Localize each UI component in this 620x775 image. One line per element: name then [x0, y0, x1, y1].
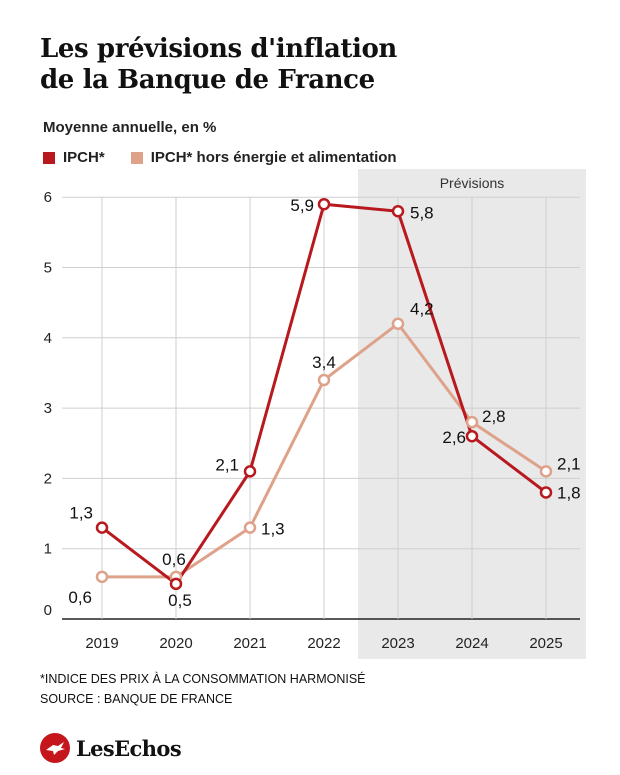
data-point-ipch-core	[95, 570, 109, 584]
legend: IPCH* IPCH* hors énergie et alimentation	[43, 149, 423, 166]
data-label-ipch-core: 2,8	[482, 407, 506, 426]
data-label-ipch: 5,8	[410, 203, 434, 222]
y-tick-label: 5	[44, 260, 52, 277]
y-tick-label: 2	[44, 470, 52, 487]
chart-title-line-2: de la Banque de France	[40, 65, 375, 95]
footnote-definition: *INDICE DES PRIX À LA CONSOMMATION HARMO…	[40, 672, 366, 686]
data-label-ipch: 0,5	[168, 591, 192, 610]
data-label-ipch: 2,1	[215, 455, 239, 474]
x-tick-label: 2023	[381, 635, 414, 652]
data-label-ipch: 2,6	[442, 428, 466, 447]
x-tick-label: 2020	[159, 635, 192, 652]
data-label-ipch-core: 0,6	[68, 588, 92, 607]
y-tick-label: 4	[44, 330, 52, 347]
data-point-ipch	[317, 197, 331, 211]
line-chart: Prévisions 0 1 2 3 4 5 6 2019 2020 2021 2022 2023 202…	[44, 169, 586, 659]
y-tick-label: 3	[44, 400, 52, 417]
x-tick-label: 2019	[85, 635, 118, 652]
data-label-ipch: 1,3	[69, 504, 93, 523]
legend-item-ipch: IPCH*	[43, 149, 105, 166]
footnote: *INDICE DES PRIX À LA CONSOMMATION HARMO…	[40, 669, 366, 709]
chart-title-line-1: Les prévisions d'inflation	[40, 34, 397, 64]
data-label-ipch: 5,9	[290, 196, 314, 215]
data-point-ipch	[391, 205, 405, 218]
x-tick-label: 2024	[455, 635, 488, 652]
source-note: SOURCE : BANQUE DE FRANCE	[40, 692, 233, 706]
data-point-ipch-core	[539, 465, 553, 478]
x-tick-label: 2022	[307, 635, 340, 652]
y-tick-label: 6	[44, 189, 52, 206]
legend-swatch-ipch	[43, 151, 55, 164]
data-label-ipch-core: 4,2	[410, 300, 434, 319]
data-point-ipch-core	[391, 317, 405, 330]
data-label-ipch-core: 1,3	[261, 520, 285, 539]
brand-logo: LesEchos	[40, 733, 182, 763]
y-tick-label: 0	[44, 602, 52, 619]
data-point-ipch-core	[465, 415, 479, 429]
data-label-ipch: 1,8	[557, 483, 581, 502]
data-label-ipch-core: 3,4	[312, 353, 336, 372]
x-tick-label: 2025	[529, 635, 562, 652]
data-point-ipch-core	[317, 373, 331, 387]
legend-swatch-ipch-core	[130, 151, 143, 164]
les-echos-bird-icon	[40, 733, 70, 763]
data-label-ipch-core: 2,1	[557, 454, 581, 473]
data-point-ipch	[169, 577, 183, 591]
y-tick-label: 1	[44, 541, 52, 558]
data-point-ipch	[465, 429, 479, 443]
brand-wordmark: LesEchos	[76, 735, 182, 761]
data-point-ipch	[539, 486, 553, 499]
data-point-ipch-core	[243, 521, 257, 534]
legend-label-ipch: IPCH*	[63, 149, 105, 166]
chart-subtitle: Moyenne annuelle, en %	[43, 119, 217, 136]
x-tick-label: 2021	[233, 635, 266, 652]
data-label-ipch-core: 0,6	[162, 550, 186, 569]
chart-title: Les prévisions d'inflation de la Banque …	[40, 34, 397, 96]
data-point-ipch	[243, 465, 257, 478]
legend-item-ipch-core: IPCH* hors énergie et alimentation	[130, 149, 397, 166]
legend-label-ipch-core: IPCH* hors énergie et alimentation	[150, 149, 397, 166]
forecast-label: Prévisions	[440, 175, 505, 191]
data-point-ipch	[95, 521, 109, 534]
